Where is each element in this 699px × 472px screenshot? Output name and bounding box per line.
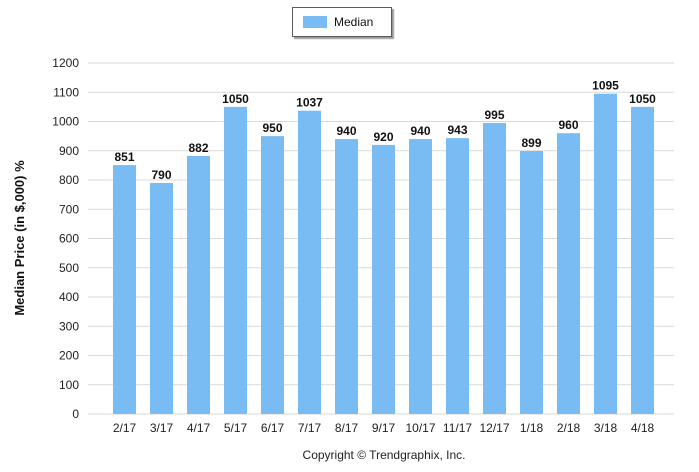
bar: [594, 93, 617, 415]
bar: [631, 106, 654, 414]
bar-value-label: 1050: [629, 92, 656, 106]
bars: [113, 93, 654, 415]
bar-value-label: 899: [521, 136, 541, 150]
y-tick-label: 600: [59, 232, 79, 246]
legend: Median: [292, 7, 392, 37]
y-tick-label: 300: [59, 319, 79, 333]
y-tick-label: 200: [59, 349, 79, 363]
bar-value-label: 995: [484, 108, 504, 122]
x-tick-label: 6/17: [261, 421, 285, 435]
bar-value-label: 940: [336, 124, 356, 138]
x-tick-label: 4/18: [631, 421, 655, 435]
y-tick-label: 1200: [52, 56, 79, 70]
x-tick-label: 9/17: [372, 421, 396, 435]
bar: [409, 139, 432, 415]
data-labels: 851 790 882 1050 950 1037 940 920 940 943 995 899 96…: [114, 79, 656, 182]
y-tick-label: 100: [59, 378, 79, 392]
copyright-text: Copyright © Trendgraphix, Inc.: [303, 448, 466, 462]
x-tick-label: 10/17: [405, 421, 435, 435]
bar-value-label: 790: [151, 168, 171, 182]
bar-value-label: 1037: [296, 96, 323, 110]
bar-value-label: 943: [447, 123, 467, 137]
x-tick-label: 4/17: [187, 421, 211, 435]
x-tick-label: 1/18: [520, 421, 544, 435]
bar: [557, 133, 580, 414]
x-tick-label: 8/17: [335, 421, 359, 435]
bar-value-label: 882: [188, 141, 208, 155]
x-tick-label: 5/17: [224, 421, 248, 435]
x-tick-label: 3/18: [594, 421, 618, 435]
bar: [446, 138, 469, 415]
x-axis-ticks: 2/17 3/17 4/17 5/17 6/17 7/17 8/17 9/17 10/17 11/…: [113, 421, 655, 435]
x-tick-label: 12/17: [479, 421, 509, 435]
y-tick-label: 400: [59, 290, 79, 304]
bar: [113, 165, 136, 414]
bar-value-label: 950: [262, 121, 282, 135]
bar-value-label: 920: [373, 130, 393, 144]
x-tick-label: 2/17: [113, 421, 137, 435]
x-tick-label: 3/17: [150, 421, 174, 435]
y-axis-ticks: 0 100 200 300 400 500 600 700 800 900 1000 1100 1200: [52, 56, 79, 421]
y-tick-label: 1100: [53, 85, 79, 99]
x-tick-label: 11/17: [443, 421, 472, 435]
legend-label: Median: [334, 15, 374, 29]
y-tick-label: 900: [59, 144, 79, 158]
y-tick-label: 700: [59, 202, 79, 216]
legend-swatch: [303, 16, 327, 28]
y-tick-label: 800: [59, 173, 79, 187]
bar-value-label: 851: [114, 150, 134, 164]
bar-value-label: 940: [410, 124, 430, 138]
bar: [335, 139, 358, 415]
y-tick-label: 0: [72, 407, 79, 421]
y-axis-title: Median Price (in $,000) %: [12, 160, 27, 316]
x-tick-label: 7/17: [298, 421, 322, 435]
bar-value-label: 960: [558, 118, 578, 132]
bar: [261, 136, 284, 414]
bar-value-label: 1050: [222, 92, 249, 106]
bar: [150, 182, 173, 414]
y-tick-label: 500: [59, 261, 79, 275]
x-tick-label: 2/18: [557, 421, 581, 435]
bar: [483, 122, 506, 415]
y-tick-label: 1000: [52, 115, 79, 129]
bar: [298, 110, 321, 415]
bar-value-label: 1095: [592, 79, 619, 93]
bar: [224, 106, 247, 414]
bar: [520, 151, 543, 415]
bar: [372, 144, 395, 414]
bar: [187, 156, 210, 414]
